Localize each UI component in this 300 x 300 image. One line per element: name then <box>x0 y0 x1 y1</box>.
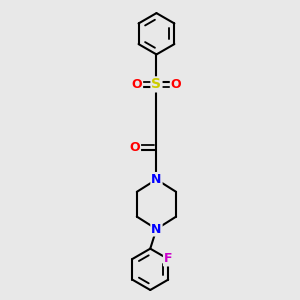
Text: N: N <box>151 223 162 236</box>
Text: O: O <box>171 78 182 91</box>
Text: F: F <box>164 253 172 266</box>
Text: O: O <box>131 78 142 91</box>
Text: N: N <box>151 173 162 186</box>
Text: S: S <box>152 77 161 92</box>
Text: O: O <box>129 141 140 154</box>
